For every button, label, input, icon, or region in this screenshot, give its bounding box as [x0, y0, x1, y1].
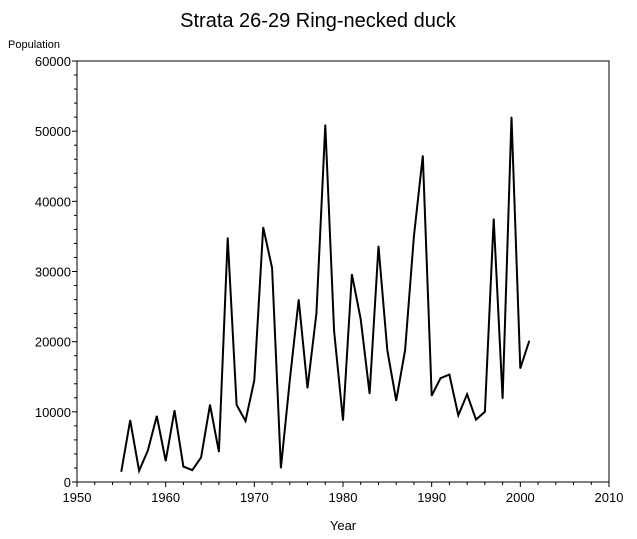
- data-point: [147, 449, 149, 452]
- data-point: [333, 330, 335, 332]
- data-point: [502, 397, 504, 400]
- x-tick-label: 1970: [240, 490, 269, 505]
- x-tick-label: 1960: [151, 490, 180, 505]
- data-point: [360, 318, 362, 320]
- x-tick-label: 2000: [506, 490, 535, 505]
- data-point: [182, 465, 184, 468]
- data-point: [439, 377, 442, 379]
- y-tick-label: 40000: [35, 194, 71, 209]
- y-tick-label: 60000: [35, 54, 71, 69]
- data-point: [422, 155, 424, 157]
- data-point: [404, 349, 406, 351]
- x-tick-label: 2010: [595, 490, 624, 505]
- data-point: [244, 420, 247, 422]
- data-point: [165, 460, 167, 462]
- data-point: [351, 273, 353, 275]
- data-point: [510, 116, 513, 118]
- data-point: [280, 467, 282, 469]
- y-tick-label: 10000: [35, 405, 71, 420]
- series-group: [120, 116, 531, 475]
- y-tick-label: 20000: [35, 335, 71, 350]
- data-point: [369, 392, 371, 395]
- x-axis-label: Year: [330, 518, 357, 533]
- data-point: [227, 237, 229, 239]
- data-point: [236, 404, 238, 406]
- data-point: [306, 387, 309, 389]
- data-point: [315, 313, 317, 315]
- data-point: [209, 404, 211, 406]
- data-point: [138, 470, 140, 472]
- data-point: [413, 235, 415, 238]
- x-axis: 1950 1960 1970 1980 1990 2000 2010: [63, 482, 624, 505]
- y-tick-label: 50000: [35, 124, 71, 139]
- data-point: [289, 379, 291, 381]
- x-tick-label: 1950: [63, 490, 92, 505]
- data-point: [156, 415, 158, 417]
- data-point: [120, 470, 122, 473]
- data-point: [386, 349, 388, 351]
- data-point: [218, 451, 220, 453]
- data-point: [466, 393, 468, 395]
- chart-title: Strata 26-29 Ring-necked duck: [180, 10, 457, 32]
- data-point: [448, 374, 450, 376]
- data-point: [191, 469, 193, 471]
- data-point: [262, 226, 264, 228]
- series-line: [120, 117, 531, 475]
- data-point: [173, 409, 176, 412]
- data-point: [342, 419, 344, 421]
- y-axis: 0 10000 20000 30000 40000 50000 60000: [35, 54, 77, 490]
- data-point: [457, 414, 459, 416]
- data-point: [484, 411, 486, 413]
- y-axis-label: Population: [8, 39, 60, 51]
- data-point: [395, 400, 397, 402]
- data-point: [431, 395, 433, 397]
- x-tick-label: 1980: [329, 490, 358, 505]
- data-point: [253, 379, 255, 381]
- y-tick-label: 30000: [35, 265, 71, 280]
- data-point: [475, 418, 477, 421]
- data-point: [200, 456, 202, 459]
- data-point: [298, 298, 300, 301]
- data-point: [377, 245, 380, 247]
- y-tick-label: 0: [64, 475, 71, 490]
- data-point: [129, 419, 131, 421]
- data-point: [528, 340, 530, 342]
- data-point: [519, 367, 521, 369]
- data-point: [271, 267, 273, 269]
- data-point: [324, 124, 326, 126]
- x-tick-label: 1990: [417, 490, 446, 505]
- data-point: [493, 218, 495, 220]
